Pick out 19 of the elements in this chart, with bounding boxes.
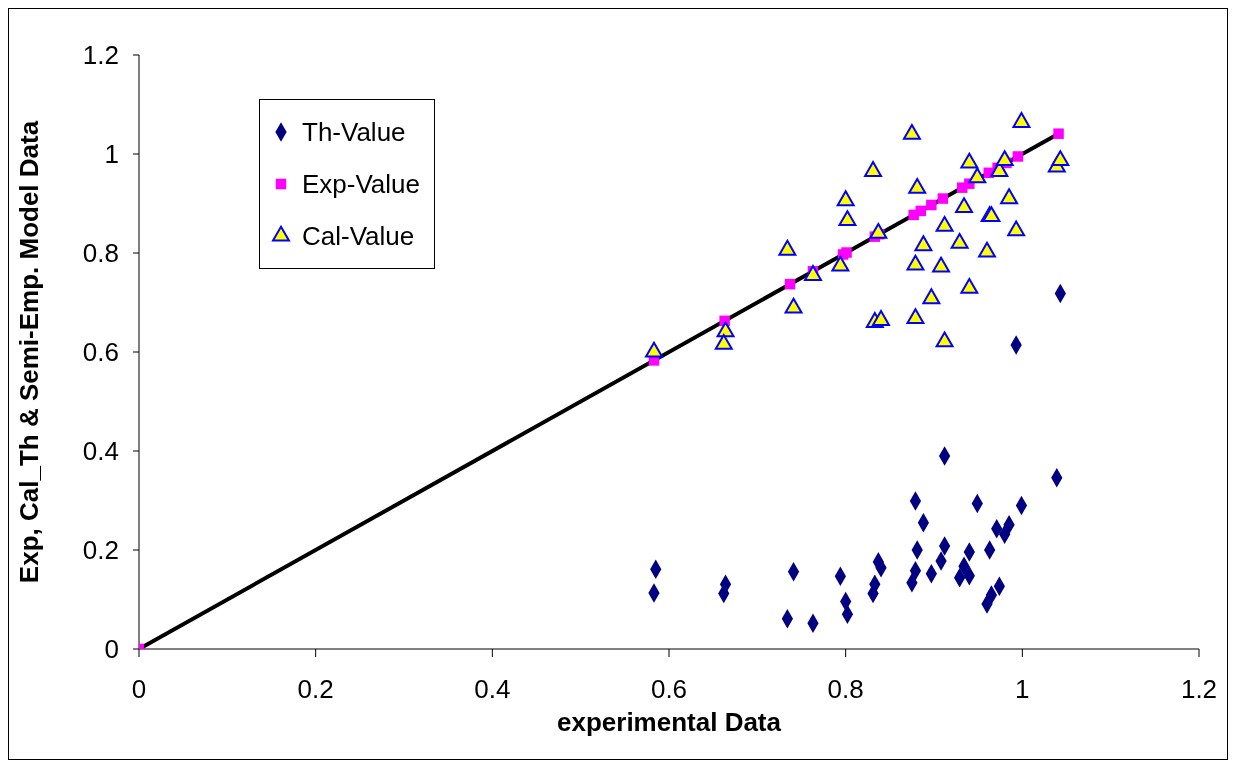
x-tick-label: 0 [131,674,147,705]
x-tick-label: 0.4 [474,674,511,705]
y-tick-label: 0.8 [82,238,119,268]
x-axis-title: experimental Data [557,707,782,737]
y-axis-title: Exp, Cal_Th & Semi-Emp. Model Data [14,120,45,584]
x-tick-label: 1 [1015,674,1030,705]
x-tick-label: 0.2 [297,674,334,705]
y-tick-label: 0 [104,634,119,664]
legend-label: Cal-Value [302,220,415,252]
x-tick-label: 0.8 [827,674,864,705]
y-tick-label: 0.4 [82,436,119,466]
y-tick-label: 0.2 [82,535,119,565]
x-tick-label: 0.6 [650,674,688,705]
legend-label: Exp-Value [302,168,421,200]
y-tick-label: 0.6 [82,337,119,367]
legend-label: Th-Value [302,116,406,148]
x-tick-label: 1.2 [1180,674,1218,705]
y-tick-label: 1 [104,139,119,169]
y-tick-label: 1.2 [82,40,119,70]
